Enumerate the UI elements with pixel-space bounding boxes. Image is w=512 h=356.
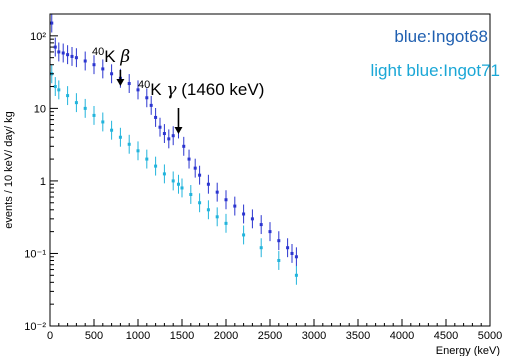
data-point [277, 239, 281, 243]
data-point [136, 88, 140, 92]
data-point [215, 215, 219, 219]
data-point [57, 50, 61, 54]
x-tick-label: 5000 [478, 330, 502, 342]
data-point [233, 204, 237, 208]
data-point [145, 157, 149, 161]
data-point [182, 144, 186, 148]
annotation-layer: 40K β 40K γ (1460 keV) [92, 46, 264, 134]
data-point [127, 82, 131, 86]
annotation-2: 40K γ (1460 keV) [138, 79, 264, 134]
data-point [74, 101, 78, 105]
data-point [136, 149, 140, 153]
data-point [198, 173, 202, 177]
data-point [180, 186, 184, 190]
data-point [149, 103, 153, 107]
data-point [154, 164, 158, 168]
data-point [290, 251, 294, 255]
data-point [259, 223, 263, 227]
data-point [294, 255, 298, 259]
data-point [242, 212, 246, 216]
data-point [193, 166, 197, 170]
data-point [110, 72, 114, 76]
data-point [83, 59, 87, 63]
data-point [167, 137, 171, 141]
data-point [268, 230, 272, 234]
annotation-label: 40K β [92, 46, 130, 67]
y-tick-label: 10⁻² [24, 321, 46, 333]
data-point [66, 94, 70, 98]
x-tick-label: 1000 [126, 330, 150, 342]
data-point [66, 53, 70, 57]
data-point [70, 54, 74, 58]
data-point [101, 120, 105, 124]
series-1 [50, 14, 298, 267]
annotation-arrow-head [116, 79, 125, 86]
data-point [61, 51, 65, 55]
data-point [158, 125, 162, 129]
data-point [50, 21, 54, 25]
data-point [250, 217, 254, 221]
data-point [74, 56, 78, 60]
data-point [171, 134, 175, 138]
tick-layer: 0 500 1000 1500 2000 2500 3000 3500 4000 4500 5000… [24, 13, 502, 342]
data-point [57, 88, 61, 92]
y-tick-label: 10⁻¹ [24, 248, 46, 260]
x-tick-label: 500 [85, 330, 103, 342]
x-tick-label: 2000 [214, 330, 238, 342]
data-point [171, 179, 175, 183]
x-tick-label: 1500 [170, 330, 194, 342]
x-tick-label: 3500 [346, 330, 370, 342]
x-tick-label: 0 [47, 330, 53, 342]
data-point [101, 67, 105, 71]
x-axis-title: Energy (keV) [436, 345, 500, 356]
data-point [215, 190, 219, 194]
x-tick-label: 4500 [434, 330, 458, 342]
data-point [118, 135, 122, 139]
x-tick-label: 3000 [302, 330, 326, 342]
series-layer [50, 14, 298, 285]
legend-item-ingot68: blue:Ingot68 [394, 27, 488, 46]
data-point [162, 132, 166, 136]
y-tick-label: 1 [40, 176, 46, 188]
data-point [92, 113, 96, 117]
data-point [224, 221, 228, 225]
data-point [286, 246, 290, 250]
data-point [242, 233, 246, 237]
data-point [224, 198, 228, 202]
data-point [206, 182, 210, 186]
data-point [162, 172, 166, 176]
data-point [154, 115, 158, 119]
data-point [83, 106, 87, 110]
series-2 [50, 64, 298, 285]
x-tick-label: 4000 [390, 330, 414, 342]
data-point [187, 157, 191, 161]
annotation-arrow-head [174, 127, 183, 134]
data-point [206, 208, 210, 212]
y-axis-title: events / 10 keV/ day/ kg [3, 111, 15, 228]
annotation-1: 40K β [92, 46, 130, 86]
data-point [277, 258, 281, 262]
annotation-label: 40K γ (1460 keV) [138, 79, 264, 100]
data-point [53, 85, 57, 89]
data-point [176, 182, 180, 186]
data-point [189, 192, 193, 196]
y-tick-label: 10² [30, 31, 46, 43]
data-point [198, 201, 202, 205]
data-point [92, 63, 96, 67]
data-point [259, 246, 263, 250]
data-point [294, 273, 298, 277]
legend-item-ingot71: light blue:Ingot71 [371, 61, 501, 80]
data-point [127, 142, 131, 146]
y-tick-label: 10 [34, 103, 46, 115]
data-point [145, 96, 149, 100]
data-point [53, 45, 57, 49]
x-tick-label: 2500 [258, 330, 282, 342]
data-point [110, 128, 114, 132]
